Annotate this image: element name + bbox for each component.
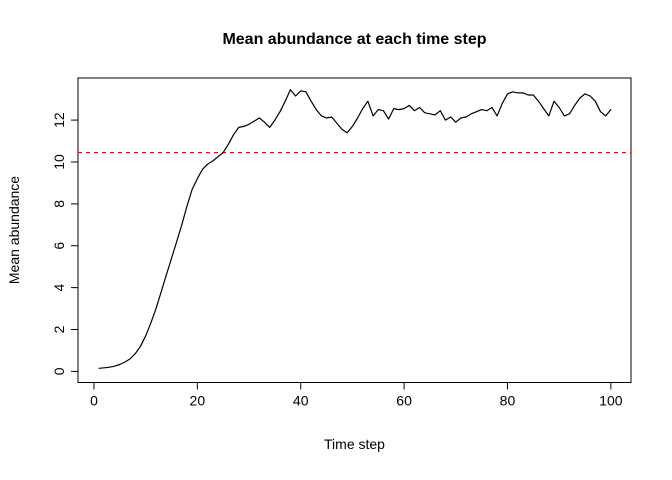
y-tick-label: 8 <box>51 200 67 208</box>
x-tick-label: 100 <box>599 393 623 409</box>
series-line <box>98 89 612 369</box>
y-tick-label: 6 <box>51 242 67 250</box>
x-tick-label: 20 <box>190 393 206 409</box>
y-tick-label: 0 <box>51 367 67 375</box>
plot-box <box>77 77 632 383</box>
x-tick-label: 40 <box>293 393 309 409</box>
x-tick-label: 0 <box>90 393 98 409</box>
y-tick-label: 4 <box>51 284 67 292</box>
x-tick-label: 60 <box>396 393 412 409</box>
y-tick-label: 10 <box>51 154 67 170</box>
y-tick-label: 2 <box>51 325 67 333</box>
x-tick-label: 80 <box>500 393 516 409</box>
chart-title: Mean abundance at each time step <box>222 31 487 48</box>
x-axis-label: Time step <box>324 436 385 452</box>
y-tick-label: 12 <box>51 112 67 128</box>
y-axis-label: Mean abundance <box>6 175 22 285</box>
